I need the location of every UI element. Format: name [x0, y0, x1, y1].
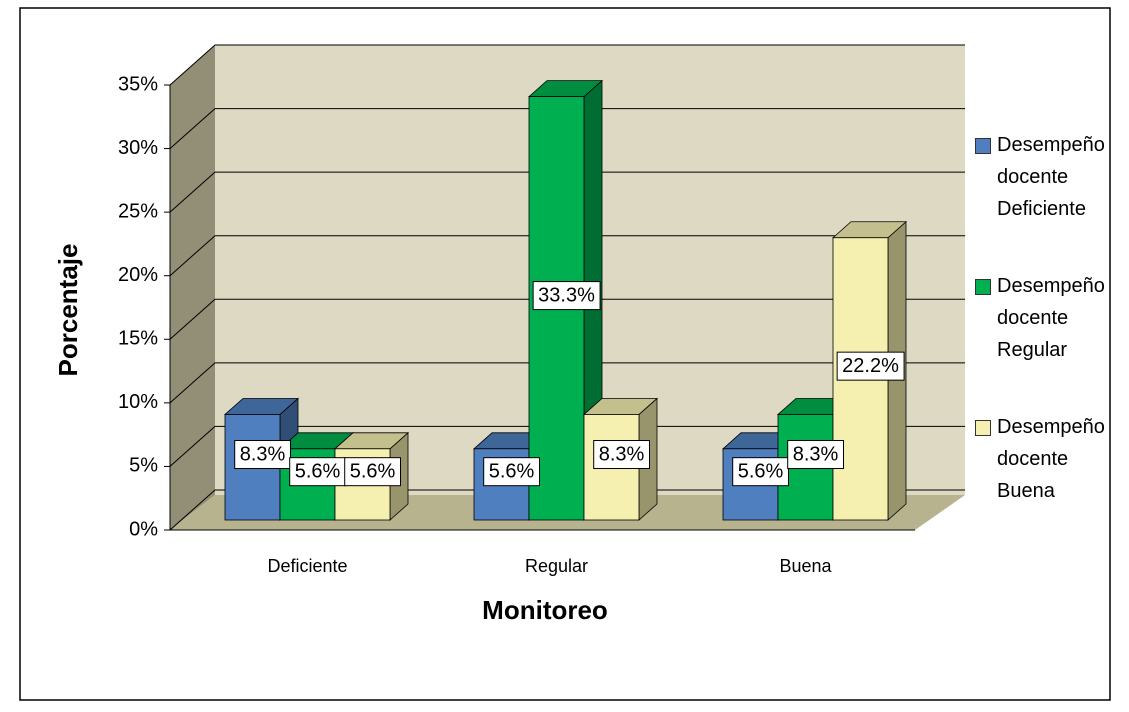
y-tick-label: 35%: [118, 73, 158, 95]
legend-swatch: [975, 279, 991, 295]
legend-label: Desempeño docente Deficiente: [997, 134, 1105, 220]
y-tick-label: 5%: [129, 455, 158, 477]
data-label: 22.2%: [842, 355, 899, 377]
y-tick-label: 10%: [118, 391, 158, 413]
data-label: 5.6%: [738, 461, 784, 483]
data-label: 33.3%: [538, 285, 595, 307]
y-tick-label: 25%: [118, 200, 158, 222]
legend-item: Desempeño docente Deficiente: [975, 129, 1115, 225]
side-wall: [170, 45, 215, 530]
data-label-box: [787, 440, 845, 470]
data-label: 5.6%: [350, 461, 396, 483]
y-tick-label: 15%: [118, 328, 158, 350]
data-label-box: [483, 457, 541, 487]
y-tick-label: 20%: [118, 264, 158, 286]
legend-label: Desempeño docente Regular: [997, 275, 1105, 361]
y-tick-label: 30%: [118, 137, 158, 159]
data-label-box: [732, 457, 790, 487]
data-label: 8.3%: [793, 444, 839, 466]
legend-item: Desempeño docente Regular: [975, 270, 1115, 366]
y-axis-title: Porcentaje: [53, 244, 83, 377]
data-label: 8.3%: [599, 444, 645, 466]
legend-item: Desempeño docente Buena: [975, 411, 1115, 507]
x-tick-label: Regular: [525, 556, 588, 576]
x-axis-title: Monitoreo: [482, 595, 608, 625]
data-label-box: [532, 281, 601, 311]
x-tick-label: Deficiente: [267, 556, 347, 576]
grid-line: [169, 298, 965, 340]
data-label-box: [344, 457, 402, 487]
grid-line: [169, 171, 965, 213]
grid-line: [169, 44, 965, 86]
data-label: 5.6%: [489, 461, 535, 483]
grid-line: [169, 108, 965, 149]
data-label: 5.6%: [295, 461, 341, 483]
legend-swatch: [975, 138, 991, 154]
grid-line: [169, 425, 965, 467]
data-label: 8.3%: [240, 444, 286, 466]
grid-line: [169, 489, 965, 531]
y-tick-label: 0%: [129, 518, 158, 540]
data-label-box: [593, 440, 651, 470]
legend-label: Desempeño docente Buena: [997, 416, 1105, 502]
legend-swatch: [975, 420, 991, 436]
x-tick-label: Buena: [779, 556, 832, 576]
grid-line: [169, 362, 965, 404]
grid-line: [169, 235, 965, 277]
data-label-box: [836, 351, 905, 381]
data-label-box: [234, 440, 292, 470]
